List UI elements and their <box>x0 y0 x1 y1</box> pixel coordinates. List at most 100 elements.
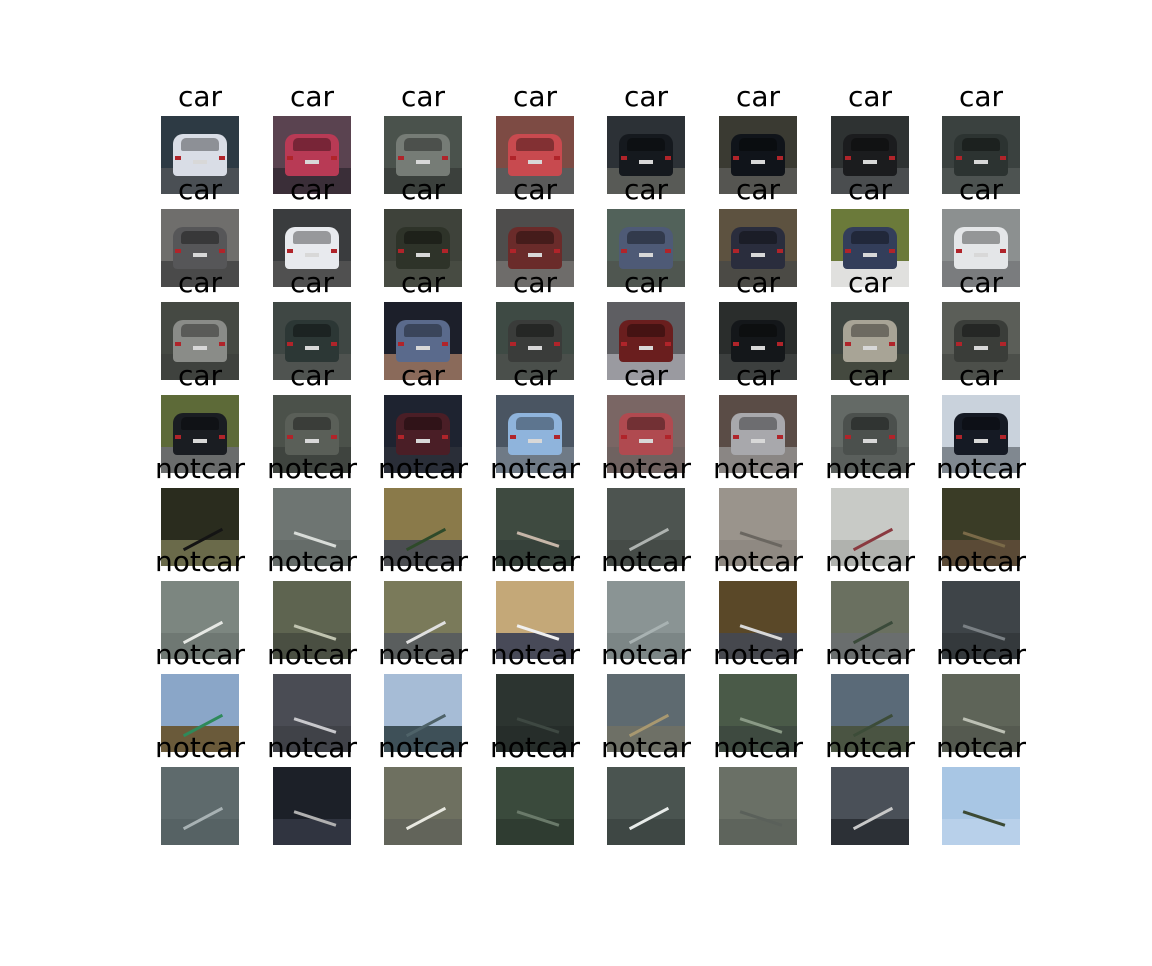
wet-road-icon <box>161 767 239 845</box>
subplot-notcar-r8-c2: notcar <box>273 767 351 845</box>
tail-light <box>733 342 739 346</box>
subplot-title: notcar <box>713 455 803 483</box>
subplot-title: notcar <box>601 548 691 576</box>
subplot-title: notcar <box>825 734 915 762</box>
tail-light <box>733 249 739 253</box>
car-window <box>851 417 889 430</box>
subplot-title: notcar <box>378 641 468 669</box>
license-plate <box>751 160 765 164</box>
subplot-title: notcar <box>267 455 357 483</box>
ground-band <box>273 819 351 845</box>
tail-light <box>956 156 962 160</box>
tail-light <box>845 249 851 253</box>
subplot-notcar-r8-c6: notcar <box>719 767 797 845</box>
subplot-title: car <box>736 176 780 204</box>
tail-light <box>665 249 671 253</box>
ground-band <box>942 819 1020 845</box>
license-plate <box>193 439 207 443</box>
subplot-title: car <box>848 269 892 297</box>
license-plate <box>751 346 765 350</box>
car-window <box>181 324 219 337</box>
tail-light <box>287 156 293 160</box>
subplot-notcar-r8-c3: notcar <box>384 767 462 845</box>
license-plate <box>639 346 653 350</box>
car-window <box>962 231 1000 244</box>
tail-light <box>398 342 404 346</box>
subplot-title: car <box>624 83 668 111</box>
subplot-title: notcar <box>825 548 915 576</box>
car-window <box>516 231 554 244</box>
license-plate <box>863 346 877 350</box>
tail-light <box>442 435 448 439</box>
subplot-title: car <box>848 362 892 390</box>
license-plate <box>193 160 207 164</box>
tail-light <box>331 249 337 253</box>
license-plate <box>863 253 877 257</box>
tail-light <box>331 435 337 439</box>
subplot-title: car <box>178 176 222 204</box>
license-plate <box>751 439 765 443</box>
tail-light <box>175 156 181 160</box>
license-plate <box>193 253 207 257</box>
tail-light <box>398 435 404 439</box>
subplot-title: notcar <box>155 641 245 669</box>
tail-light <box>1000 435 1006 439</box>
subplot-title: car <box>624 362 668 390</box>
subplot-title: notcar <box>490 455 580 483</box>
tail-light <box>510 342 516 346</box>
car-window <box>181 138 219 151</box>
ground-band <box>384 819 462 845</box>
license-plate <box>305 253 319 257</box>
tail-light <box>510 249 516 253</box>
subplot-title: notcar <box>936 455 1026 483</box>
subplot-title: car <box>290 362 334 390</box>
car-window <box>851 138 889 151</box>
subplot-title: car <box>290 83 334 111</box>
subplot-title: notcar <box>601 734 691 762</box>
car-window <box>404 417 442 430</box>
license-plate <box>639 253 653 257</box>
subplot-title: car <box>178 362 222 390</box>
tail-light <box>845 156 851 160</box>
license-plate <box>305 439 319 443</box>
subplot-title: notcar <box>490 548 580 576</box>
sky-treetops-icon <box>942 767 1020 845</box>
ground-band <box>831 819 909 845</box>
subplot-title: notcar <box>601 641 691 669</box>
car-window <box>516 417 554 430</box>
license-plate <box>528 253 542 257</box>
subplot-notcar-r8-c8: notcar <box>942 767 1020 845</box>
tail-light <box>665 342 671 346</box>
subplot-title: notcar <box>267 548 357 576</box>
blurred-road-icon <box>719 767 797 845</box>
subplot-title: car <box>513 83 557 111</box>
tail-light <box>889 435 895 439</box>
tail-light <box>287 249 293 253</box>
tail-light <box>331 156 337 160</box>
tail-light <box>287 435 293 439</box>
car-window <box>293 417 331 430</box>
subplot-title: car <box>959 362 1003 390</box>
subplot-title: notcar <box>601 455 691 483</box>
tail-light <box>956 435 962 439</box>
tail-light <box>777 249 783 253</box>
tail-light <box>777 156 783 160</box>
tail-light <box>219 156 225 160</box>
subplot-title: notcar <box>825 641 915 669</box>
subplot-notcar-r8-c7: notcar <box>831 767 909 845</box>
road-dashed-line-icon <box>384 767 462 845</box>
license-plate <box>639 439 653 443</box>
tail-light <box>219 435 225 439</box>
subplot-title: notcar <box>936 641 1026 669</box>
subplot-title: car <box>513 362 557 390</box>
car-window <box>293 138 331 151</box>
license-plate <box>528 439 542 443</box>
tail-light <box>733 435 739 439</box>
subplot-title: notcar <box>155 455 245 483</box>
tail-light <box>175 249 181 253</box>
guardrail-dark-icon <box>273 767 351 845</box>
car-window <box>293 324 331 337</box>
subplot-title: car <box>401 269 445 297</box>
subplot-title: car <box>401 362 445 390</box>
